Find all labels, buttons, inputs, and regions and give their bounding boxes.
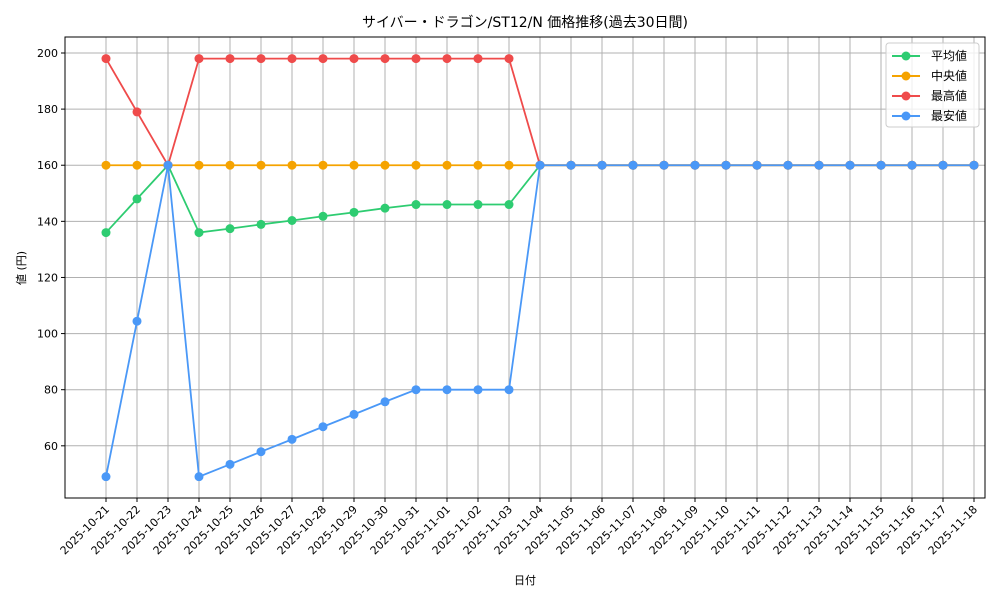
- data-point: [783, 160, 793, 170]
- data-point: [349, 160, 359, 170]
- x-axis-label: 日付: [514, 574, 536, 587]
- series-lines: [101, 54, 979, 482]
- data-point: [318, 160, 328, 170]
- y-tick-label: 180: [37, 103, 58, 116]
- data-point: [163, 160, 173, 170]
- data-point: [845, 160, 855, 170]
- data-point: [442, 385, 452, 395]
- y-tick-label: 60: [44, 440, 58, 453]
- data-point: [101, 54, 111, 64]
- data-point: [442, 54, 452, 64]
- data-point: [473, 200, 483, 210]
- data-point: [473, 54, 483, 64]
- legend-label: 平均値: [931, 48, 967, 63]
- data-point: [287, 54, 297, 64]
- data-point: [101, 472, 111, 482]
- data-point: [504, 385, 514, 395]
- y-tick-label: 140: [37, 215, 58, 228]
- data-point: [225, 459, 235, 469]
- data-point: [659, 160, 669, 170]
- data-point: [256, 54, 266, 64]
- data-point: [287, 160, 297, 170]
- data-point: [225, 160, 235, 170]
- data-point: [504, 200, 514, 210]
- data-point: [938, 160, 948, 170]
- legend-label: 最高値: [931, 88, 967, 103]
- data-point: [442, 200, 452, 210]
- legend-marker: [901, 71, 911, 81]
- legend-label: 最安値: [931, 108, 967, 123]
- data-point: [442, 160, 452, 170]
- data-point: [318, 211, 328, 221]
- y-tick-label: 100: [37, 328, 58, 341]
- y-tick-label: 80: [44, 384, 58, 397]
- data-point: [566, 160, 576, 170]
- x-axis: 2025-10-212025-10-222025-10-232025-10-24…: [58, 498, 980, 557]
- data-point: [132, 316, 142, 326]
- chart-title: サイバー・ドラゴン/ST12/N 価格推移(過去30日間): [362, 14, 688, 31]
- data-point: [752, 160, 762, 170]
- data-point: [349, 207, 359, 217]
- y-axis: 60 80 100 120 140 160 180 200: [37, 47, 65, 453]
- data-point: [597, 160, 607, 170]
- data-point: [318, 422, 328, 432]
- data-point: [411, 160, 421, 170]
- data-point: [690, 160, 700, 170]
- legend-label: 中央値: [931, 68, 967, 83]
- data-point: [194, 160, 204, 170]
- data-point: [287, 216, 297, 226]
- y-tick-label: 160: [37, 159, 58, 172]
- data-point: [194, 54, 204, 64]
- series-3: [101, 160, 979, 482]
- data-point: [504, 54, 514, 64]
- data-point: [411, 385, 421, 395]
- data-point: [876, 160, 886, 170]
- data-point: [473, 160, 483, 170]
- data-point: [380, 397, 390, 407]
- data-point: [504, 160, 514, 170]
- data-point: [349, 54, 359, 64]
- data-point: [194, 472, 204, 482]
- data-point: [132, 160, 142, 170]
- data-point: [194, 228, 204, 238]
- data-point: [256, 447, 266, 457]
- y-axis-label: 値 (円): [15, 251, 28, 285]
- data-point: [814, 160, 824, 170]
- data-point: [411, 200, 421, 210]
- legend-marker: [901, 111, 911, 121]
- plot-frame: [64, 36, 986, 499]
- data-point: [380, 54, 390, 64]
- data-point: [318, 54, 328, 64]
- legend-marker: [901, 91, 911, 101]
- data-point: [349, 409, 359, 419]
- data-point: [132, 194, 142, 204]
- data-point: [225, 224, 235, 234]
- data-point: [225, 54, 235, 64]
- y-tick-label: 200: [37, 47, 58, 60]
- data-point: [380, 203, 390, 213]
- data-point: [411, 54, 421, 64]
- data-point: [628, 160, 638, 170]
- legend-box: [885, 42, 980, 128]
- data-point: [256, 160, 266, 170]
- data-point: [101, 228, 111, 238]
- data-point: [101, 160, 111, 170]
- data-point: [256, 219, 266, 229]
- data-point: [721, 160, 731, 170]
- data-point: [969, 160, 979, 170]
- data-point: [907, 160, 917, 170]
- y-tick-label: 120: [37, 271, 58, 284]
- data-point: [132, 107, 142, 117]
- legend-marker: [901, 51, 911, 61]
- data-point: [380, 160, 390, 170]
- data-point: [287, 434, 297, 444]
- data-point: [473, 385, 483, 395]
- data-point: [535, 160, 545, 170]
